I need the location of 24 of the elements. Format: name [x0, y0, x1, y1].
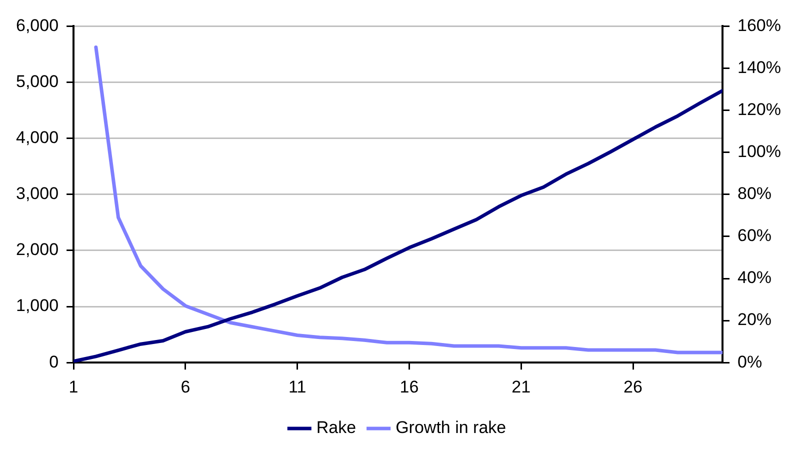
x-tick-label: 21	[512, 377, 531, 396]
y-tick-label: 5,000	[16, 72, 59, 91]
x-tick-label: 1	[68, 377, 78, 396]
y2-tick-label: 0%	[738, 352, 762, 372]
y2-tick-label: 20%	[738, 310, 772, 330]
legend-label: Rake	[316, 418, 356, 438]
y-tick-label: 6,000	[16, 16, 59, 35]
y2-tick-label: 40%	[738, 268, 772, 288]
x-tick-label: 11	[288, 377, 306, 396]
y2-tick-label: 140%	[738, 58, 782, 77]
y2-tick-label: 160%	[738, 16, 782, 35]
y-tick-label: 3,000	[16, 184, 59, 204]
legend-label: Growth in rake	[396, 418, 506, 438]
y-tick-label: 1,000	[16, 296, 59, 316]
x-tick-label: 16	[400, 377, 419, 396]
y-tick-label: 4,000	[16, 128, 59, 148]
y2-tick-label: 100%	[738, 142, 782, 162]
y-tick-label: 0	[49, 352, 59, 372]
x-tick-label: 6	[180, 377, 190, 396]
y2-tick-label: 60%	[738, 226, 772, 246]
y2-tick-label: 120%	[738, 100, 782, 119]
y-tick-label: 2,000	[16, 240, 59, 260]
y2-tick-label: 80%	[738, 184, 772, 204]
x-tick-label: 26	[624, 377, 642, 396]
